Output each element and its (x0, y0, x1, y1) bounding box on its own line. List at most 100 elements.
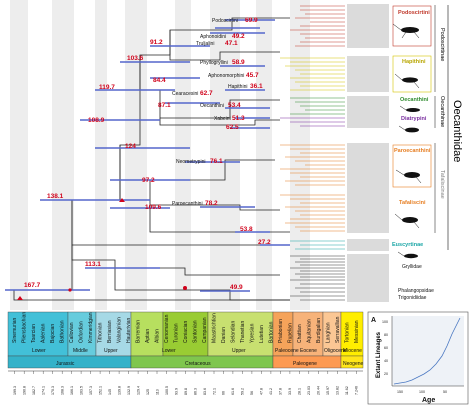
clade-tip-lines (280, 5, 345, 301)
stage-label: Maastrichtian (212, 313, 218, 343)
epoch: Lower (32, 348, 46, 354)
node-age: 69.9 (245, 17, 258, 24)
subfamily-oecanthinae: Oecanthinae (439, 96, 445, 127)
period: Paleogene (293, 361, 317, 367)
stage-labels: Sinemurian Pliensbachian Toarcian Aalenian B… (12, 312, 360, 343)
calibration-markers (17, 198, 187, 300)
node-age: 36.1 (250, 83, 263, 90)
stage-label: Thanetian (240, 321, 246, 343)
time-tick-label: 170.3 (51, 386, 55, 395)
stage-label: Kimmeridgian (88, 312, 94, 343)
time-tick-label: 163.5 (79, 386, 83, 395)
time-tick-label: 83.6 (203, 388, 207, 395)
time-tick-label: 47.8 (260, 388, 264, 395)
inset-xlabel: Age (422, 397, 435, 404)
time-tick-label: 113 (155, 389, 159, 395)
stage-label: Ypresian (249, 323, 255, 343)
time-axis: 199.3 190.8 182.7 174.1 170.3 168.3 166.1 163.5… (8, 370, 363, 395)
node-tribe: Neometrypini (176, 159, 205, 165)
inset-ytick: 60 (384, 346, 388, 350)
node-age: 51.3 (232, 115, 245, 122)
node-age: 27.2 (258, 239, 271, 246)
clade-paroecanthini: Paroecanthini (394, 148, 431, 154)
stage-label: Aptian (145, 329, 151, 343)
stage-label: Aquitanian (306, 319, 312, 343)
node-age: 109.6 (145, 204, 162, 211)
time-tick-label: 152.1 (98, 386, 102, 395)
inset-ylabel: Extant Lineages (376, 331, 382, 378)
time-tick-label: 59.2 (241, 388, 245, 395)
time-tick-label: 13.82 (336, 386, 340, 395)
stage-label: Santonian (193, 320, 199, 343)
period-labels: Jurassic Cretaceous Paleogene Neogene (56, 361, 364, 367)
epoch: Eocene (300, 348, 317, 354)
stage-label: Serravallian (335, 316, 341, 343)
node-age: 53.8 (240, 226, 253, 233)
stage-label: Albian (155, 329, 161, 343)
node-tribe: Oecanthini (200, 103, 224, 109)
time-tick-label: 72.1 (212, 388, 216, 395)
node-age: 91.2 (150, 39, 163, 46)
clade-gryllidae: Gryllidae (402, 264, 422, 270)
node-age: 87.1 (158, 102, 171, 109)
stage-label: Burdigalian (316, 318, 322, 343)
time-tick-label: 190.8 (23, 386, 27, 395)
subfamily-podoscirtinae: Podoscirtinae (439, 28, 445, 61)
node-tribe: Hapithini (228, 84, 247, 90)
node-age: 76.1 (210, 158, 223, 165)
epoch: Miocene (343, 348, 362, 354)
epoch: Oligocene (324, 348, 347, 354)
stage-label: Berriasian (107, 320, 113, 343)
geologic-timescale (7, 311, 364, 369)
node-age: 45.7 (246, 72, 259, 79)
time-tick-label: 132.9 (127, 386, 131, 395)
time-tick-label: 41.2 (269, 388, 273, 395)
cricket-icon (395, 169, 422, 184)
time-tick-label: 166.1 (70, 386, 74, 395)
clade-podoscirtini: Podoscirtini (398, 10, 430, 16)
time-tick-label: 61.6 (231, 388, 235, 395)
clade-tafaliscini: Tafaliscini (399, 200, 426, 206)
subfamily-tafaliscinae: Tafaliscinae (439, 170, 445, 199)
clade-trigonidiidae: Trigonidiidae (398, 295, 427, 301)
cricket-icon (394, 73, 420, 89)
inset-panel-letter: A (371, 317, 376, 324)
stage-label: Pliensbachian (22, 312, 28, 343)
stage-label: Chattian (297, 324, 303, 343)
node-tribe: Phyllogryllini (200, 60, 228, 66)
node-age: 62.5 (226, 124, 239, 131)
inset-xtick: 100 (419, 390, 425, 394)
node-tribe: Paroecanthini (172, 201, 203, 207)
node-tribe: Aphonoidini (200, 34, 226, 40)
time-tick-label: 15.97 (326, 386, 330, 395)
node-age: 108.9 (88, 117, 105, 124)
node-age: 124 (125, 143, 136, 150)
time-tick-label: 93.9 (174, 388, 178, 395)
family-label: Oecanthidae (451, 100, 463, 162)
stage-label: Tortonian (344, 322, 350, 343)
stage-label: Priabonian (278, 319, 284, 343)
clade-hapithini: Hapithini (402, 59, 426, 65)
cricket-icon (398, 125, 419, 133)
stage-label: Cenomanian (164, 314, 170, 343)
node-age: 47.1 (225, 40, 238, 47)
stage-label: Turonian (174, 323, 180, 343)
node-age: 138.1 (47, 193, 64, 200)
stage-label: Callovian (69, 322, 75, 343)
inset-ytick: 40 (384, 359, 388, 363)
node-tribe: Podoscirtini (212, 18, 238, 24)
confidence-intervals (5, 19, 290, 292)
node-age: 49.9 (230, 284, 243, 291)
time-tick-label: 7.246 (355, 386, 359, 395)
time-tick-label: 129.4 (136, 386, 140, 395)
stage-label: Tithonian (98, 322, 104, 343)
stage-label: Oxfordian (79, 321, 85, 343)
time-tick-label: 89.8 (184, 388, 188, 395)
period: Cretaceous (185, 361, 211, 367)
clade-phalangopsidae: Phalangopsidae (398, 288, 434, 294)
time-tick-label: 139.8 (117, 386, 121, 395)
epoch: Lower (162, 348, 176, 354)
subfamily-labels: Podoscirtinae Oecanthinae Tafaliscinae O… (434, 5, 463, 250)
stage-label: Aalenian (41, 323, 47, 343)
